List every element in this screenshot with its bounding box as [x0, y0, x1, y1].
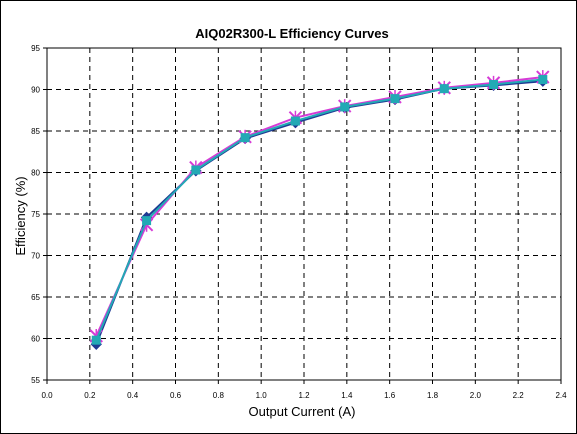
y-tick-label: 60 [31, 335, 40, 344]
x-tick-label: 0.0 [41, 391, 53, 400]
x-tick-label: 0.8 [213, 391, 225, 400]
data-point [142, 216, 152, 226]
grid-lines [47, 48, 561, 380]
data-point [290, 116, 300, 126]
y-axis-title: Efficiency (%) [13, 176, 28, 255]
data-point [240, 133, 250, 143]
chart-title: AIQ02R300-L Efficiency Curves [195, 26, 388, 41]
y-axis-ticks: 55 60 65 70 75 80 85 90 95 [31, 44, 47, 385]
x-tick-label: 1.0 [256, 391, 268, 400]
y-tick-label: 90 [31, 86, 40, 95]
data-point [191, 165, 201, 175]
series-line [95, 78, 543, 341]
y-tick-label: 65 [31, 293, 40, 302]
y-tick-label: 95 [31, 44, 40, 53]
series-3 [91, 75, 548, 345]
data-point [91, 335, 101, 345]
x-tick-label: 0.6 [170, 391, 182, 400]
x-tick-label: 1.8 [427, 391, 439, 400]
y-tick-label: 75 [31, 210, 40, 219]
y-tick-label: 80 [31, 169, 40, 178]
y-tick-label: 55 [31, 376, 40, 385]
y-tick-label: 70 [31, 252, 40, 261]
x-tick-label: 0.4 [127, 391, 139, 400]
x-tick-label: 1.2 [298, 391, 310, 400]
x-tick-label: 2.0 [470, 391, 482, 400]
series-1 [90, 75, 549, 351]
data-point [489, 80, 499, 90]
x-axis-title: Output Current (A) [249, 404, 356, 419]
x-tick-label: 2.2 [513, 391, 525, 400]
data-point [340, 102, 350, 112]
y-tick-label: 85 [31, 127, 40, 136]
data-point [390, 94, 400, 104]
x-tick-label: 1.4 [341, 391, 353, 400]
x-tick-label: 2.4 [555, 391, 567, 400]
data-point [439, 84, 449, 94]
x-tick-label: 1.6 [384, 391, 396, 400]
data-point [538, 75, 548, 85]
x-axis-ticks: 0.0 0.2 0.4 0.6 0.8 1.0 1.2 1.4 1.6 1.8 2.0 2.2 2.4 [41, 380, 567, 400]
x-tick-label: 0.2 [84, 391, 96, 400]
series-layer [89, 70, 550, 351]
